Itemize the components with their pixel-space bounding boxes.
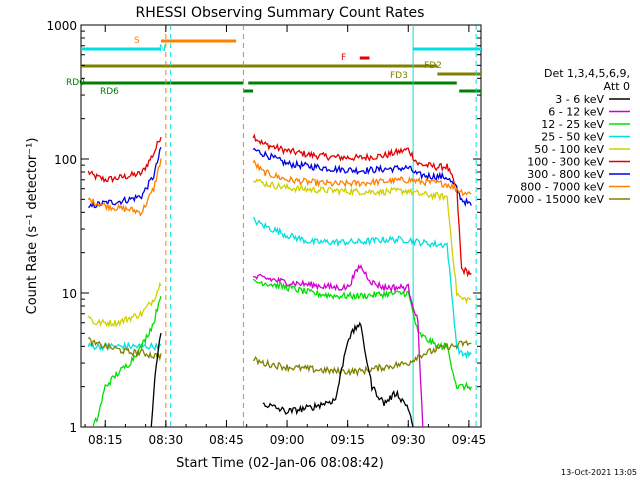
series-line xyxy=(87,336,162,362)
flag-bar-label: FD3 xyxy=(390,71,408,81)
legend-entry-label: 3 - 6 keV xyxy=(555,93,604,106)
legend-entry-label: 12 - 25 keV xyxy=(541,118,604,131)
series-line xyxy=(252,147,472,208)
flag-bar-label: RD6 xyxy=(100,87,119,97)
plot-area xyxy=(80,24,482,428)
series-line xyxy=(150,332,162,427)
legend-entry-label: 25 - 50 keV xyxy=(541,131,604,144)
legend-entry-label: 6 - 12 keV xyxy=(548,106,604,119)
x-tick-label: 09:15 xyxy=(330,433,365,447)
x-axis-label: Start Time (02-Jan-06 08:08:42) xyxy=(176,456,384,471)
render-timestamp: 13-Oct-2021 13:05 xyxy=(561,468,637,477)
series-line xyxy=(87,136,162,184)
series-line xyxy=(253,339,472,378)
x-tick-label: 08:45 xyxy=(209,433,244,447)
legend-entry-label: 100 - 300 keV xyxy=(527,156,604,169)
flag-bar-label: RD0 xyxy=(66,78,85,88)
series-line xyxy=(87,281,162,329)
legend-entry-label: 800 - 7000 keV xyxy=(520,181,604,194)
flag-bar-label: F xyxy=(341,53,346,63)
x-tick-label: 09:30 xyxy=(391,433,426,447)
flag-bars: S N F FD2 FD3 RD0 RD6 xyxy=(66,36,481,97)
series-line xyxy=(87,340,162,352)
plot-frame xyxy=(80,24,482,428)
legend-header: Det 1,3,4,5,6,9, xyxy=(544,67,630,80)
series-line xyxy=(262,321,414,428)
x-tick-label: 09:45 xyxy=(452,433,487,447)
y-tick-label: 1000 xyxy=(46,19,77,33)
series-lines xyxy=(87,133,472,428)
x-tick-label: 08:15 xyxy=(88,433,123,447)
legend-entry-label: 300 - 800 keV xyxy=(527,168,604,181)
y-tick-label: 1 xyxy=(69,421,77,435)
series-line xyxy=(252,178,472,305)
legend-entry-label: 50 - 100 keV xyxy=(534,143,604,156)
legend-entry-label: 7000 - 15000 keV xyxy=(506,193,604,206)
y-axis-label: Count Rate (s⁻¹ detector⁻¹) xyxy=(25,138,40,315)
y-tick-label: 100 xyxy=(54,153,77,167)
series-line xyxy=(253,217,472,360)
y-tick-label: 10 xyxy=(62,287,77,301)
series-line xyxy=(88,146,162,209)
series-line xyxy=(92,295,162,427)
series-line xyxy=(253,263,424,428)
x-axis-ticks: 08:15 08:30 08:45 09:00 09:15 09:30 09:45 xyxy=(84,25,487,447)
x-tick-label: 08:30 xyxy=(149,433,184,447)
vertical-markers xyxy=(165,25,477,427)
chart-title: RHESSI Observing Summary Count Rates xyxy=(136,5,425,21)
series-line xyxy=(87,158,162,217)
legend-header: Att 0 xyxy=(604,80,630,93)
y-axis-ticks: 1 10 100 1000 xyxy=(46,19,481,435)
series-line xyxy=(252,278,472,392)
series-line xyxy=(252,133,472,278)
flag-bar-label: FD2 xyxy=(424,61,442,71)
flag-bar-label: S xyxy=(134,36,140,46)
x-tick-label: 09:00 xyxy=(270,433,305,447)
flag-bar-label: N xyxy=(159,44,166,54)
series-line xyxy=(252,159,472,197)
